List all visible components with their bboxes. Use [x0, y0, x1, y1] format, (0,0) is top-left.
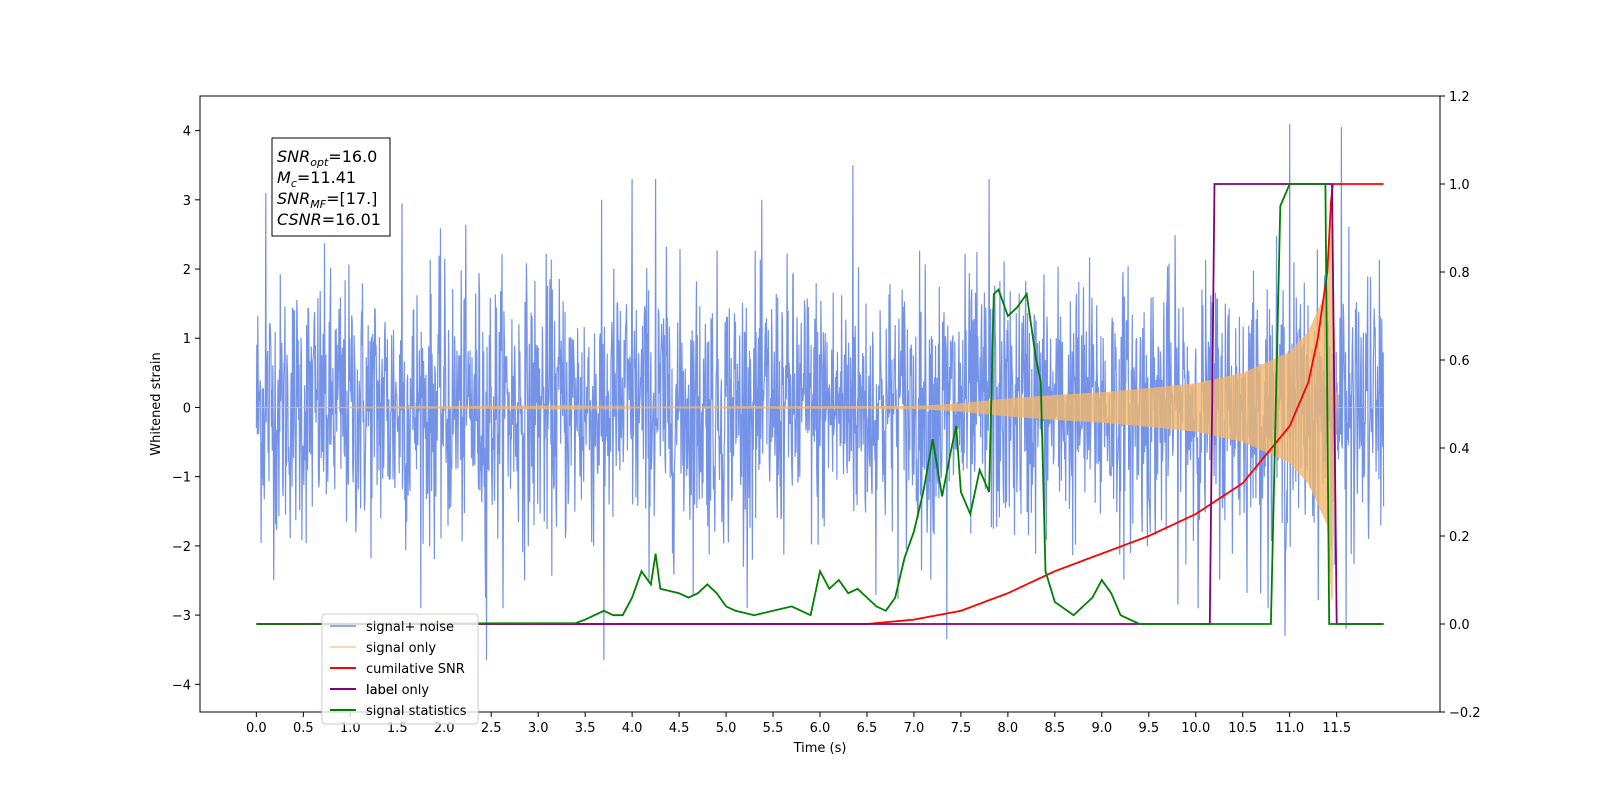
x-tick-label: 11.5	[1322, 721, 1351, 736]
y2-tick-label: 0.8	[1449, 266, 1470, 281]
legend-entry-signal-only: signal only	[330, 641, 436, 656]
x-tick-label: 5.5	[763, 721, 784, 736]
legend-label: label only	[366, 683, 429, 698]
x-tick-label: 6.0	[810, 721, 831, 736]
y-tick-label: 2	[183, 263, 191, 278]
annotation-frame	[271, 137, 391, 237]
legend-label: signal statistics	[366, 704, 467, 719]
x-tick-label: 8.0	[998, 721, 1019, 736]
y-axis-label: Whitened strain	[149, 352, 164, 455]
x-tick-label: 7.5	[951, 721, 972, 736]
y2-tick-label: 1.0	[1449, 178, 1470, 193]
x-tick-label: 10.5	[1228, 721, 1257, 736]
y2-tick-label: 0.6	[1449, 354, 1470, 369]
x-tick-label: 1.5	[387, 721, 408, 736]
y2-tick-label: 0.2	[1449, 530, 1470, 545]
x-tick-label: 1.0	[340, 721, 361, 736]
y-tick-label: 0	[183, 401, 191, 416]
series-signal-statistics-line	[256, 183, 1384, 625]
x-tick-label: 7.0	[904, 721, 925, 736]
x-tick-label: 3.0	[528, 721, 549, 736]
legend-entry-cumulative-snr: cumilative SNR	[330, 662, 465, 677]
x-tick-label: 11.0	[1275, 721, 1304, 736]
x-tick-label: 4.5	[669, 721, 690, 736]
x-tick-label: 3.5	[575, 721, 596, 736]
y-tick-label: 4	[183, 125, 191, 140]
x-tick-label: 4.0	[622, 721, 643, 736]
x-tick-label: 9.5	[1138, 721, 1159, 736]
y-tick-label: −1	[172, 471, 191, 486]
annotation-line: Mc=11.41	[277, 168, 356, 190]
annotation-line: SNRMF=[17.]	[277, 189, 377, 211]
x-tick-label: 9.0	[1091, 721, 1112, 736]
x-tick-label: 2.0	[434, 721, 455, 736]
annotation-line: SNRopt=16.0	[277, 147, 377, 169]
legend-label: label	[366, 683, 397, 698]
legend-entry-signal-statistics: signal statistics	[330, 704, 467, 719]
x-axis-label: Time (s)	[793, 741, 847, 756]
series-signal-only-line	[256, 210, 1384, 601]
y-tick-label: −4	[172, 678, 191, 693]
y-axis-left: 4 3 2 1 0 −1 −2 −3 −4	[172, 125, 200, 693]
y2-tick-label: 0.4	[1449, 442, 1470, 457]
y-axis-right: 1.2 1.0 0.8 0.6 0.4 0.2 0.0 −0.2	[1440, 90, 1481, 721]
series-signal-noise-line	[255, 123, 1385, 661]
y2-tick-label: −0.2	[1449, 706, 1481, 721]
x-tick-label: 10.0	[1181, 721, 1210, 736]
x-tick-label: 0.0	[246, 721, 267, 736]
x-tick-label: 2.5	[481, 721, 502, 736]
y2-tick-label: 0.0	[1449, 618, 1470, 633]
legend-frame	[321, 613, 479, 725]
x-axis: 0.0 0.5 1.0 1.5 2.0 2.5 3.0 3.5 4.0 4.5 5.0 5.5 6.0 6…	[246, 712, 1351, 736]
x-tick-label: 6.5	[857, 721, 878, 736]
legend: signal+ noise signal only cumilative SNR la…	[321, 613, 479, 725]
y-tick-label: 1	[183, 332, 191, 347]
x-tick-label: 8.5	[1045, 721, 1066, 736]
annotation-line: CSNR=16.01	[277, 210, 381, 229]
legend-label: signal+ noise	[366, 620, 454, 635]
y-tick-label: −2	[172, 540, 191, 555]
legend-entry-label: label	[330, 683, 397, 698]
x-tick-label: 0.5	[293, 721, 314, 736]
y-tick-label: 3	[183, 194, 191, 209]
legend-label: signal only	[366, 641, 436, 656]
y-tick-label: −3	[172, 609, 191, 624]
y2-tick-label: 1.2	[1449, 90, 1470, 105]
legend-entry-signal-noise: signal+ noise	[330, 620, 454, 635]
x-tick-label: 5.0	[716, 721, 737, 736]
legend-entry-label-only: label only	[366, 683, 429, 698]
legend-label: cumilative SNR	[366, 662, 465, 677]
